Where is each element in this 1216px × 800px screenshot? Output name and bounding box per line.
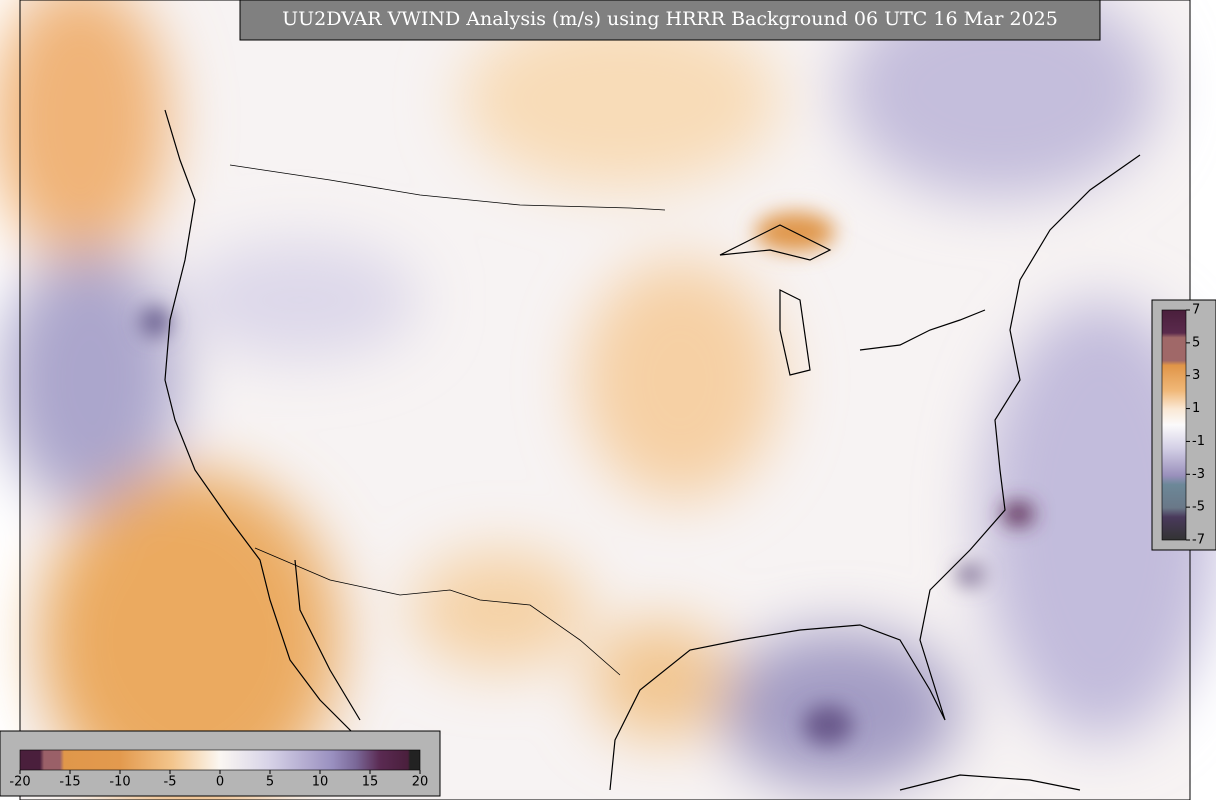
map-outlines — [164, 109, 1141, 791]
tick-label: 5 — [1192, 335, 1200, 350]
tick-label: 5 — [266, 775, 274, 790]
tick-label: -10 — [109, 775, 130, 790]
tick-label: 10 — [312, 775, 329, 790]
colorbar-strip — [1161, 309, 1187, 541]
tick-label: -5 — [1192, 500, 1205, 515]
colorbar-vertical: 7 5 3 1 -1 -3 -5 -7 — [1151, 299, 1216, 551]
title: UU2DVAR VWIND Analysis (m/s) using HRRR … — [282, 8, 1058, 30]
tick-label: 7 — [1192, 303, 1200, 318]
tick-label: 20 — [412, 775, 429, 790]
tick-label: -20 — [9, 775, 30, 790]
tick-label: -5 — [164, 775, 177, 790]
tick-label: -7 — [1192, 533, 1205, 548]
title-box — [239, 0, 1101, 41]
tick-label: -3 — [1192, 467, 1205, 482]
tick-label: -15 — [59, 775, 80, 790]
tick-label: -1 — [1192, 434, 1205, 449]
tick-label: 15 — [362, 775, 379, 790]
colorbar-strip — [19, 749, 421, 771]
tick-label: 0 — [216, 775, 224, 790]
tick-label: 3 — [1192, 368, 1200, 383]
colorbar-horizontal: -20 -15 -10 -5 0 5 10 15 20 — [0, 730, 441, 797]
tick-label: 1 — [1192, 401, 1200, 416]
